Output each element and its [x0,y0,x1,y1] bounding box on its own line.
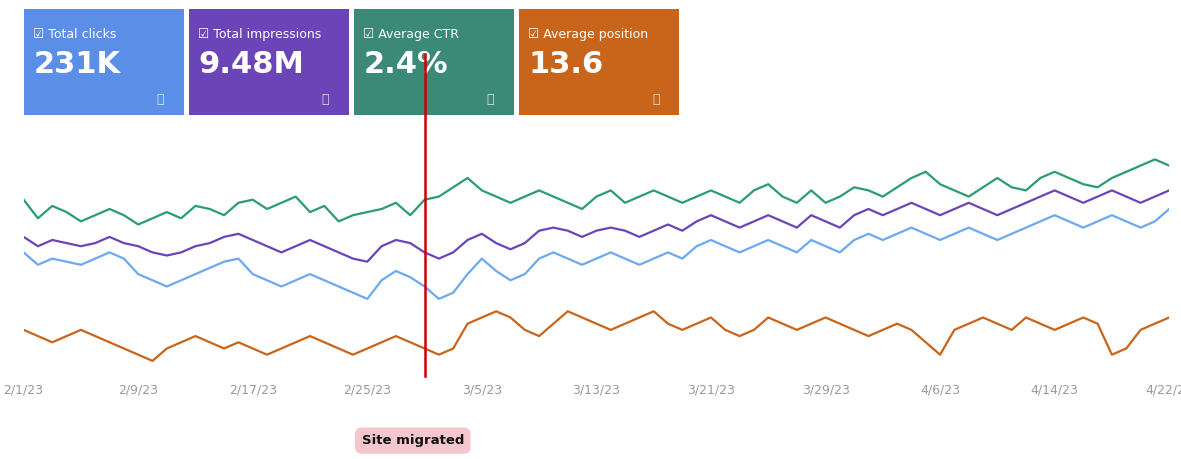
FancyBboxPatch shape [189,9,348,115]
Text: ⓘ: ⓘ [652,93,659,106]
FancyBboxPatch shape [353,9,514,115]
Text: ☑ Total clicks: ☑ Total clicks [33,28,117,41]
Text: ⓘ: ⓘ [157,93,164,106]
Text: ☑ Total impressions: ☑ Total impressions [198,28,321,41]
Text: 231K: 231K [33,50,120,78]
FancyBboxPatch shape [24,9,184,115]
Text: Site migrated: Site migrated [361,434,464,447]
Text: 2.4%: 2.4% [364,50,448,78]
Text: ⓘ: ⓘ [487,93,495,106]
Text: 13.6: 13.6 [528,50,603,78]
Text: 9.48M: 9.48M [198,50,305,78]
Text: ⓘ: ⓘ [321,93,329,106]
Text: ☑ Average position: ☑ Average position [528,28,648,41]
Text: ☑ Average CTR: ☑ Average CTR [364,28,459,41]
FancyBboxPatch shape [518,9,679,115]
